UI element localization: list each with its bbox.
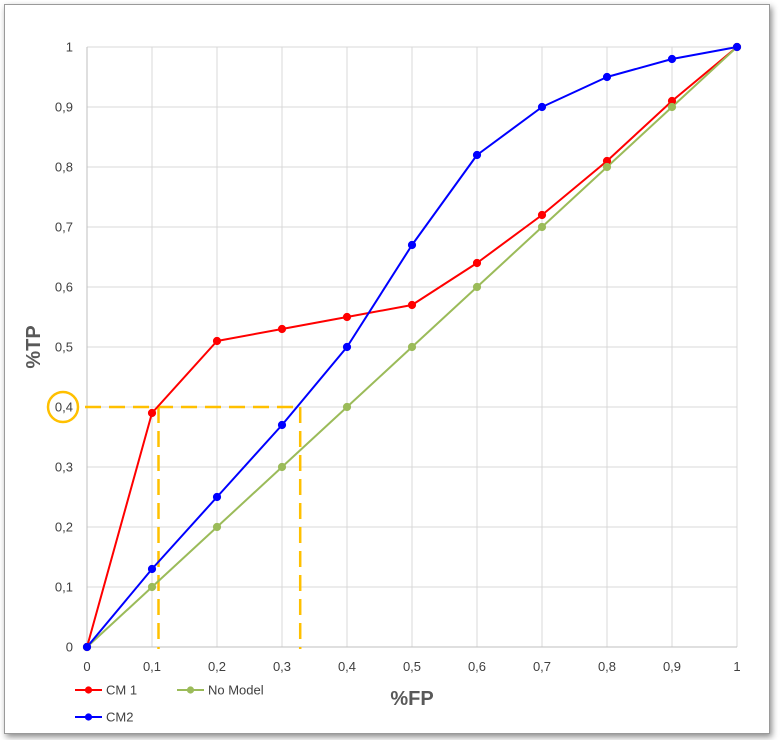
data-point-cm2 xyxy=(667,54,677,64)
x-tick-label: 0,8 xyxy=(598,659,616,674)
data-point-no-model xyxy=(407,342,417,352)
data-point-cm2 xyxy=(732,42,742,52)
y-tick-labels: 0 0,1 0,2 0,3 0,4 0,5 0,6 0,7 0,8 0,9 1 xyxy=(55,40,73,655)
data-point-cm2 xyxy=(342,342,352,352)
x-tick-label: 0,6 xyxy=(468,659,486,674)
x-tick-label: 0,1 xyxy=(143,659,161,674)
x-tick-label: 0 xyxy=(83,659,90,674)
data-point-cm-1 xyxy=(472,258,482,268)
data-point-no-model xyxy=(147,582,157,592)
y-tick-label: 0,4 xyxy=(55,400,73,415)
y-tick-label: 0,8 xyxy=(55,160,73,175)
x-tick-label: 0,2 xyxy=(208,659,226,674)
data-point-cm-1 xyxy=(342,312,352,322)
data-point-cm2 xyxy=(472,150,482,160)
y-tick-label: 0,5 xyxy=(55,340,73,355)
y-tick-label: 0,6 xyxy=(55,280,73,295)
data-point-cm-1 xyxy=(147,408,157,418)
legend-swatch-marker xyxy=(186,686,195,694)
x-tick-label: 0,5 xyxy=(403,659,421,674)
y-tick-label: 0,9 xyxy=(55,100,73,115)
x-tick-label: 0,9 xyxy=(663,659,681,674)
data-point-cm2 xyxy=(537,102,547,112)
x-tick-label: 0,7 xyxy=(533,659,551,674)
data-point-cm2 xyxy=(407,240,417,250)
data-point-no-model xyxy=(537,222,547,232)
data-point-no-model xyxy=(602,162,612,172)
legend-label: CM 1 xyxy=(106,683,137,698)
data-point-no-model xyxy=(472,282,482,292)
y-axis-title: %TP xyxy=(23,325,45,368)
data-point-no-model xyxy=(212,522,222,532)
legend-label: CM2 xyxy=(106,710,133,725)
data-point-cm-1 xyxy=(537,210,547,220)
legend: CM 1 No Model CM2 xyxy=(75,683,264,725)
legend-swatch-marker xyxy=(84,686,93,694)
y-tick-label: 1 xyxy=(66,40,73,55)
legend-swatch-marker xyxy=(84,713,93,721)
x-axis-title: %FP xyxy=(390,688,433,710)
data-point-cm-1 xyxy=(277,324,287,334)
data-point-cm2 xyxy=(82,642,92,652)
y-tick-label: 0,1 xyxy=(55,580,73,595)
data-point-cm2 xyxy=(277,420,287,430)
data-point-cm-1 xyxy=(407,300,417,310)
y-tick-label: 0,7 xyxy=(55,220,73,235)
y-tick-label: 0,3 xyxy=(55,460,73,475)
data-point-no-model xyxy=(667,102,677,112)
data-point-no-model xyxy=(277,462,287,472)
data-point-no-model xyxy=(342,402,352,412)
x-tick-labels: 0 0,1 0,2 0,3 0,4 0,5 0,6 0,7 0,8 0,9 1 xyxy=(83,659,740,674)
x-tick-label: 1 xyxy=(733,659,740,674)
series-points xyxy=(82,42,742,652)
legend-label: No Model xyxy=(208,683,264,698)
highlight-circle xyxy=(46,390,80,424)
y-tick-label: 0,2 xyxy=(55,520,73,535)
x-tick-label: 0,4 xyxy=(338,659,356,674)
data-point-cm2 xyxy=(147,564,157,574)
x-tick-label: 0,3 xyxy=(273,659,291,674)
annotations xyxy=(46,390,302,649)
data-point-cm2 xyxy=(602,72,612,82)
data-point-cm-1 xyxy=(212,336,222,346)
data-point-cm2 xyxy=(212,492,222,502)
y-tick-label: 0 xyxy=(66,640,73,655)
grid xyxy=(86,46,738,648)
